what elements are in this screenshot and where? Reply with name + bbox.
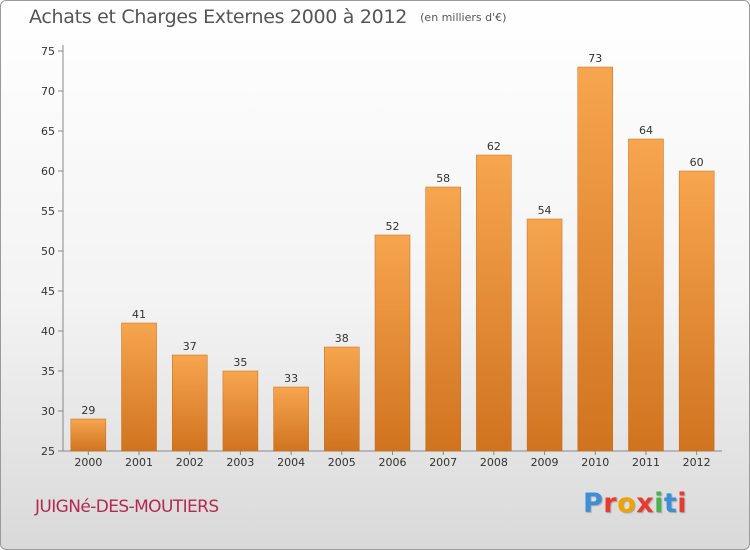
brand-letter: x xyxy=(636,488,655,519)
bar-2011 xyxy=(628,138,664,452)
value-label-2004: 33 xyxy=(284,372,298,385)
x-tick-label-2004: 2004 xyxy=(277,456,305,469)
value-labels: 29 41 37 35 33 38 52 58 62 54 73 64 60 xyxy=(81,52,703,417)
value-label-2001: 41 xyxy=(132,308,146,321)
x-tick-label-2012: 2012 xyxy=(683,456,711,469)
value-label-2002: 37 xyxy=(183,340,197,353)
value-label-2007: 58 xyxy=(436,172,450,185)
bar-2006 xyxy=(374,234,411,452)
bar-2010 xyxy=(577,66,614,452)
bar-2007 xyxy=(425,186,461,452)
y-tick-label: 55 xyxy=(41,205,55,218)
x-tick-label-2008: 2008 xyxy=(480,456,508,469)
commune-name: JUIGNé-DES-MOUTIERS xyxy=(35,497,219,517)
y-tick-label: 35 xyxy=(41,365,55,378)
x-tick-label-2000: 2000 xyxy=(74,456,102,469)
y-tick-label: 45 xyxy=(41,285,55,298)
x-tick-label-2006: 2006 xyxy=(379,456,407,469)
brand-letter: r xyxy=(603,488,618,519)
bar-2000 xyxy=(70,418,107,452)
value-label-2003: 35 xyxy=(233,356,247,369)
bar-2012 xyxy=(678,170,715,452)
brand-letter: i xyxy=(677,488,688,519)
bar-2001 xyxy=(121,322,157,452)
brand-letter: P xyxy=(583,488,604,519)
chart-title: Achats et Charges Externes 2000 à 2012 xyxy=(29,6,408,28)
bar-2003 xyxy=(222,370,259,452)
title-row: Achats et Charges Externes 2000 à 2012 (… xyxy=(29,6,506,28)
value-label-2011: 64 xyxy=(639,124,653,137)
chart-subtitle: (en milliers d'€) xyxy=(420,11,507,24)
bar-2005 xyxy=(324,346,360,452)
value-label-2009: 54 xyxy=(538,204,552,217)
y-tick-label: 70 xyxy=(41,85,55,98)
bar-2002 xyxy=(171,354,208,452)
x-tick-label-2002: 2002 xyxy=(176,456,204,469)
x-tick-label-2009: 2009 xyxy=(531,456,559,469)
y-tick-label: 30 xyxy=(41,405,55,418)
x-tick-label-2010: 2010 xyxy=(581,456,609,469)
bar-2004 xyxy=(273,386,309,452)
x-tick-label-2011: 2011 xyxy=(632,456,660,469)
bars xyxy=(70,66,715,452)
value-label-2005: 38 xyxy=(335,332,349,345)
x-tick-label-2001: 2001 xyxy=(125,456,153,469)
bar-2008 xyxy=(476,154,512,452)
y-tick-label: 50 xyxy=(41,245,55,258)
x-tick-label-2003: 2003 xyxy=(226,456,254,469)
x-tick-label-2005: 2005 xyxy=(328,456,356,469)
y-tick-label: 25 xyxy=(41,445,55,458)
x-tick-label-2007: 2007 xyxy=(429,456,457,469)
brand-letter: t xyxy=(663,488,678,519)
y-tick-label: 40 xyxy=(41,325,55,338)
x-axis: 2000 2001 2002 2003 2004 2005 2006 2007 2008 2009… xyxy=(63,450,722,469)
brand-letter: o xyxy=(617,488,637,519)
value-label-2012: 60 xyxy=(690,156,704,169)
y-tick-label: 60 xyxy=(41,165,55,178)
y-tick-label: 75 xyxy=(41,45,55,58)
brand-letter: i xyxy=(654,488,664,519)
y-axis: 25 30 35 40 45 50 55 60 65 70 75 xyxy=(41,45,64,458)
y-tick-label: 65 xyxy=(41,125,55,138)
value-label-2008: 62 xyxy=(487,140,501,153)
value-label-2000: 29 xyxy=(81,404,95,417)
bar-2009 xyxy=(526,218,563,452)
value-label-2010: 73 xyxy=(588,52,602,65)
value-label-2006: 52 xyxy=(386,220,400,233)
proxiti-logo[interactable]: Proxiti xyxy=(583,488,687,519)
